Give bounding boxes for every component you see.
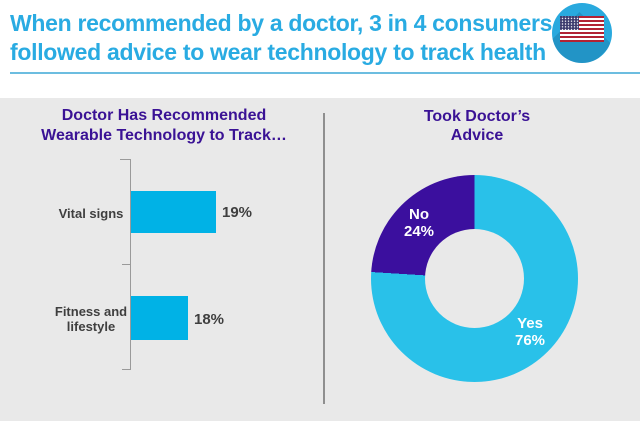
donut-chart-title-line1: Took Doctor’s bbox=[423, 108, 531, 125]
header-divider-line bbox=[10, 72, 640, 74]
bar-label-vital-signs: Vital signs bbox=[58, 206, 124, 221]
category-axis bbox=[130, 159, 131, 370]
header: When recommended by a doctor, 3 in 4 con… bbox=[0, 0, 640, 98]
page-title-line1: When recommended by a doctor, 3 in 4 con… bbox=[10, 10, 553, 36]
flag-canton bbox=[560, 16, 579, 30]
us-flag-icon bbox=[552, 3, 612, 63]
vertical-divider bbox=[323, 113, 325, 404]
bar-fitness-lifestyle bbox=[131, 296, 188, 340]
donut-chart-title-line2: Advice bbox=[450, 127, 504, 144]
axis-tick bbox=[120, 159, 130, 160]
donut-label-yes: Yes 76% bbox=[514, 315, 546, 349]
page-title: When recommended by a doctor, 3 in 4 con… bbox=[10, 9, 553, 67]
axis-tick bbox=[122, 369, 130, 370]
donut-hole bbox=[425, 229, 524, 328]
bar-label-fitness-lifestyle: Fitness and lifestyle bbox=[54, 304, 128, 334]
bar-chart-title-line2: Wearable Technology to Track… bbox=[41, 127, 287, 144]
bar-chart-title-line1: Doctor Has Recommended bbox=[61, 107, 267, 124]
us-flag bbox=[560, 16, 604, 42]
bar-vital-signs bbox=[131, 191, 216, 233]
bar-value-vital-signs: 19% bbox=[222, 204, 253, 221]
page-title-line2: followed advice to wear technology to tr… bbox=[10, 39, 546, 65]
bar-value-fitness-lifestyle: 18% bbox=[194, 311, 225, 328]
donut-chart-title: Took Doctor’s Advice bbox=[377, 107, 577, 145]
donut-chart bbox=[371, 175, 578, 382]
bar-chart-title: Doctor Has Recommended Wearable Technolo… bbox=[14, 106, 314, 146]
axis-tick bbox=[122, 264, 130, 265]
donut-label-no: No 24% bbox=[403, 206, 435, 240]
